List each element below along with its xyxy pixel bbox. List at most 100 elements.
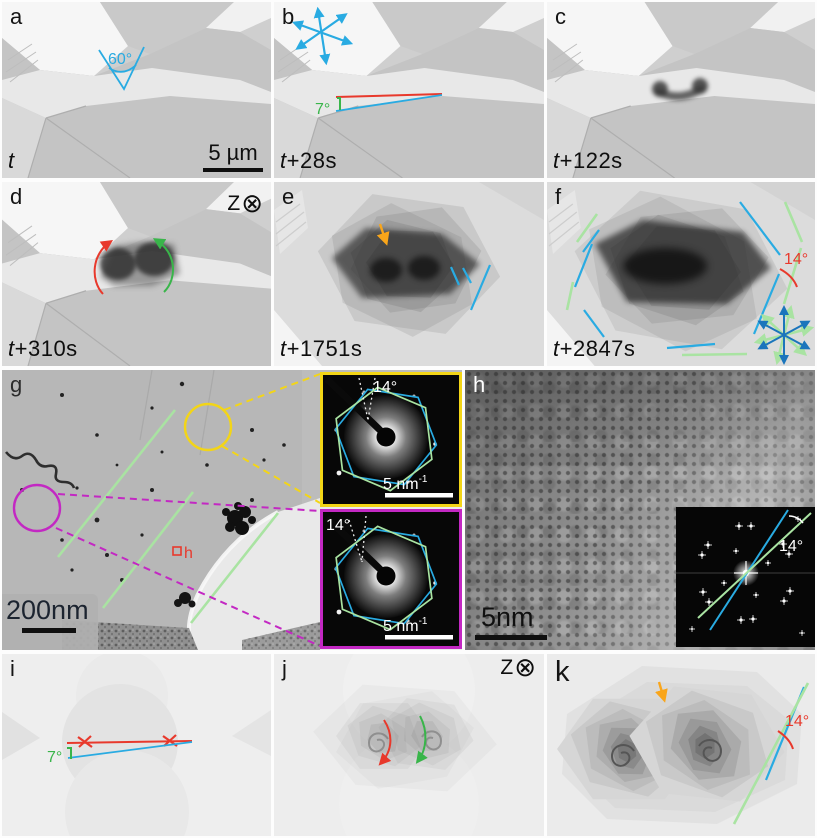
inset-scalebar: 5 nm-1: [383, 616, 453, 640]
panel-g-label: g: [10, 372, 23, 397]
fft-pattern: 14°: [676, 507, 815, 647]
angle-14-annotation: 14°: [779, 251, 808, 288]
angle-14-label: 14°: [784, 251, 808, 268]
panel-k: 14° k: [547, 654, 815, 836]
panel-j-annotations: [309, 654, 501, 836]
edge-direction-green: [732, 682, 810, 825]
diffraction-region-yellow: [183, 373, 321, 504]
panel-a-annotations: 60°: [98, 46, 145, 91]
angle-7-annotation: 7°: [47, 734, 193, 766]
angle-14-annotation: 14°: [779, 515, 804, 555]
angle-7-label: 7°: [47, 749, 62, 766]
panel-b-label: b: [282, 4, 295, 29]
panel-j-label: j: [282, 656, 287, 681]
panel-k-label: k: [555, 656, 570, 688]
inset-scalebar: 5 nm-1: [383, 474, 453, 498]
scalebar-line: [203, 168, 263, 172]
panel-a: 60° a t 5 µm: [2, 2, 271, 178]
panel-b: 7° b t+28s: [274, 2, 544, 178]
adlayer-pointer-arrow-icon: [376, 223, 390, 246]
panel-a-scalebar: 5 µm: [203, 140, 263, 172]
spiral-core-left: [336, 700, 432, 772]
simulation-spiral-stacks: [557, 666, 802, 824]
panel-b-annotations: 7°: [291, 6, 443, 118]
surface-particles: [20, 381, 286, 582]
panel-b-timestamp: t+28s: [280, 148, 337, 173]
panel-d-label: d: [10, 184, 23, 209]
svg-text:5 nm-1: 5 nm-1: [383, 474, 428, 493]
simulation-background: [2, 654, 271, 836]
lattice-directions-star-pair-icon: [753, 305, 815, 365]
rotation-arrow-red-icon: [378, 719, 392, 766]
edge-tick-marks: [449, 264, 492, 311]
angle-14-label: 14°: [785, 713, 809, 730]
diffraction-inset-magenta: 14° 5 nm-1: [320, 509, 462, 649]
growing-grain-blob: [100, 242, 180, 286]
angle-14-annotation: 14°: [732, 682, 810, 825]
panel-k-annotations: 14°: [557, 666, 810, 825]
panel-c: c t+122s: [547, 2, 815, 178]
panel-f-timestamp: t+2847s: [553, 336, 636, 361]
spiral-stack-left: [557, 694, 701, 804]
diffraction-pattern: 14° 5 nm-1: [323, 375, 459, 504]
panel-a-timestamp: t: [8, 148, 15, 173]
angle-14-annotation: 14°: [326, 515, 367, 563]
panel-j: j Z ⊗: [274, 654, 544, 836]
panel-e-timestamp: t+1751s: [280, 336, 363, 361]
panel-e: e t+1751s: [274, 182, 544, 366]
panel-c-timestamp: t+122s: [553, 148, 623, 173]
lattice-directions-star-icon: [291, 6, 354, 66]
region-marker-square: h: [172, 545, 193, 562]
beam-direction-indicator: Z ⊗: [227, 188, 263, 219]
panel-h-label: h: [473, 372, 486, 397]
contamination-chain: [4, 451, 76, 489]
scalebar-line: [22, 628, 76, 633]
grain-boundary-lines-green: [56, 409, 280, 624]
panel-d: d Z ⊗ t+310s: [2, 182, 271, 366]
into-page-icon: ⊗: [241, 188, 263, 219]
scalebar-line: [475, 635, 547, 640]
rotation-arrow-green-icon: [152, 238, 175, 293]
spiral-stack-right: [623, 679, 791, 809]
particle-blob: [174, 592, 196, 608]
adlayer-pointer-arrow-icon: [655, 681, 668, 703]
simulation-spiral-stacks: [309, 654, 501, 836]
panel-e-label: e: [282, 184, 295, 209]
panel-a-label: a: [10, 4, 23, 29]
panel-i-label: i: [10, 656, 15, 681]
diffraction-pattern: 14° 5 nm-1: [323, 512, 459, 646]
angle-14-annotation: 14°: [358, 377, 397, 421]
panel-h-scalebar: 5nm: [475, 602, 547, 640]
svg-text:5 nm-1: 5 nm-1: [383, 616, 428, 635]
region-marker-label: h: [184, 545, 193, 562]
into-page-icon: ⊗: [514, 654, 536, 683]
rotation-arrow-green-icon: [415, 715, 428, 764]
x-marker-icon: [77, 735, 93, 748]
angle-60-label: 60°: [108, 51, 132, 68]
fft-inset: 14°: [676, 507, 815, 647]
diffraction-region-magenta: [12, 483, 321, 647]
outer-layer-edge-marks-green: [565, 201, 804, 357]
particle-cluster: [222, 502, 256, 535]
angle-7-label: 7°: [315, 101, 330, 118]
panel-d-annotations: [93, 238, 180, 295]
beam-direction-indicator: Z ⊗: [500, 654, 536, 683]
panel-f: 14° f t+2847s: [547, 182, 815, 366]
panel-g-scalebar: 200nm: [2, 594, 98, 650]
angle-14-label: 14°: [373, 379, 397, 396]
panel-e-annotations: [307, 185, 510, 355]
lattice-direction-green: [697, 512, 812, 619]
diffraction-inset-yellow: 14° 5 nm-1: [320, 372, 462, 507]
nucleating-grain-blob: [652, 78, 708, 101]
rotation-arrow-red-icon: [93, 240, 113, 295]
hexagonal-layer-stack: [307, 185, 510, 355]
panel-f-label: f: [555, 184, 562, 209]
angle-14-label: 14°: [326, 517, 350, 534]
panel-c-label: c: [555, 4, 566, 29]
panel-h: h 5nm: [465, 370, 815, 650]
hexagonal-layer-stack: [559, 182, 800, 366]
panel-f-annotations: 14°: [559, 182, 815, 366]
panel-d-timestamp: t+310s: [8, 336, 78, 361]
panel-i-annotations: 7°: [2, 654, 271, 836]
